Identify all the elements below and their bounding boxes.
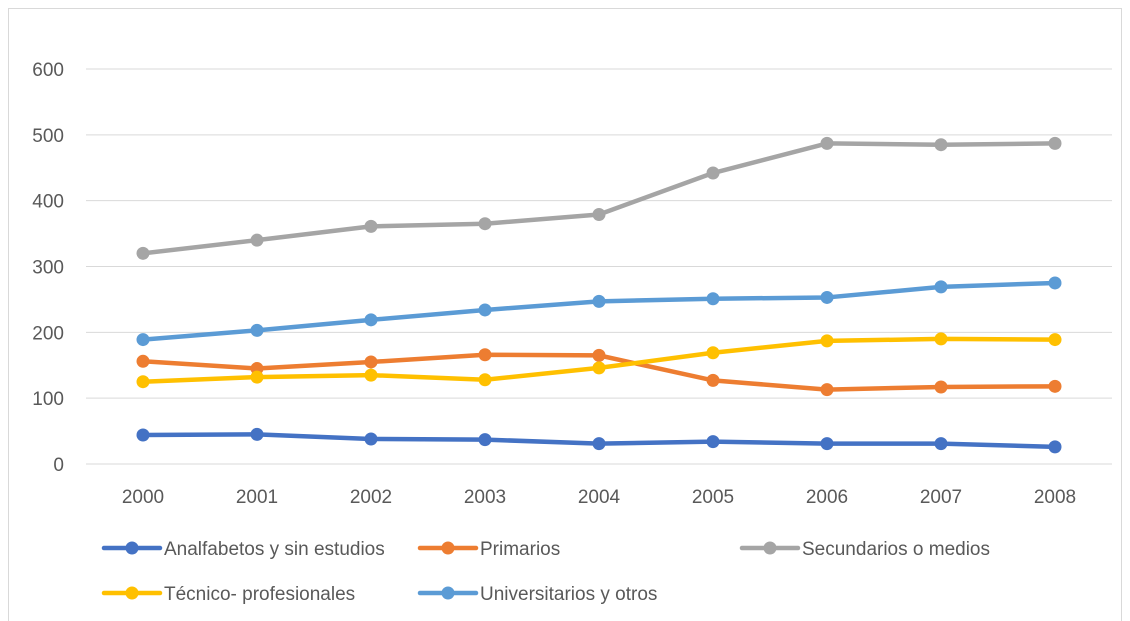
- gridlines: [86, 68, 1112, 465]
- x-tick-label: 2008: [1034, 487, 1076, 508]
- series-line: [140, 280, 1058, 342]
- x-tick-label: 2005: [692, 487, 734, 508]
- x-tick-label: 2002: [350, 487, 392, 508]
- legend-marker: [125, 586, 139, 600]
- legend: Analfabetos y sin estudios Primarios Secun…: [101, 539, 990, 605]
- data-point: [820, 290, 834, 304]
- data-point: [592, 437, 606, 451]
- series-1: [136, 348, 1062, 397]
- data-point: [136, 428, 150, 442]
- data-point: [706, 435, 720, 449]
- legend-label: Primarios: [480, 539, 560, 560]
- series-4: [136, 276, 1062, 347]
- data-point: [364, 432, 378, 446]
- data-point: [592, 361, 606, 375]
- data-point: [250, 233, 264, 247]
- data-point: [250, 370, 264, 384]
- data-point: [250, 323, 264, 337]
- data-point: [934, 437, 948, 451]
- y-tick-label: 500: [32, 126, 64, 147]
- data-point: [934, 280, 948, 294]
- series-line: [140, 141, 1058, 256]
- legend-marker: [763, 541, 777, 555]
- data-point: [706, 346, 720, 360]
- data-point: [706, 292, 720, 306]
- legend-marker: [125, 541, 139, 555]
- x-tick-label: 2001: [236, 487, 278, 508]
- y-tick-label: 300: [32, 258, 64, 279]
- series-3: [136, 332, 1062, 389]
- data-point: [250, 427, 264, 441]
- y-tick-label: 200: [32, 323, 64, 344]
- legend-label: Universitarios y otros: [480, 584, 657, 605]
- data-point: [1048, 136, 1062, 150]
- data-point: [364, 313, 378, 327]
- x-axis-ticks: 2000 2001 2002 2003 2004 2005 2006 2007 2008: [122, 487, 1076, 508]
- data-point: [820, 334, 834, 348]
- legend-item: Primarios: [417, 539, 560, 560]
- data-point: [478, 373, 492, 387]
- legend-label: Analfabetos y sin estudios: [164, 539, 385, 560]
- data-point: [820, 136, 834, 150]
- data-point: [136, 246, 150, 260]
- data-point: [592, 294, 606, 308]
- data-point: [478, 303, 492, 317]
- data-point: [478, 433, 492, 447]
- series-lines: [136, 136, 1062, 454]
- y-tick-label: 100: [32, 389, 64, 410]
- data-point: [934, 332, 948, 346]
- data-point: [136, 354, 150, 368]
- x-tick-label: 2004: [578, 487, 621, 508]
- legend-label: Técnico- profesionales: [164, 584, 355, 605]
- data-point: [934, 138, 948, 152]
- y-tick-label: 600: [32, 60, 64, 81]
- data-point: [706, 373, 720, 387]
- legend-marker: [441, 541, 455, 555]
- legend-item: Universitarios y otros: [417, 584, 657, 605]
- x-tick-label: 2007: [920, 487, 962, 508]
- legend-marker: [441, 586, 455, 600]
- data-point: [1048, 276, 1062, 290]
- data-point: [1048, 379, 1062, 393]
- data-point: [1048, 440, 1062, 454]
- data-point: [820, 437, 834, 451]
- x-tick-label: 2000: [122, 487, 164, 508]
- data-point: [592, 348, 606, 362]
- y-tick-label: 400: [32, 192, 64, 213]
- data-point: [820, 383, 834, 397]
- data-point: [136, 375, 150, 389]
- data-point: [364, 368, 378, 382]
- series-0: [136, 427, 1062, 454]
- legend-item: Técnico- profesionales: [101, 584, 355, 605]
- data-point: [136, 333, 150, 347]
- data-point: [934, 380, 948, 394]
- data-point: [478, 348, 492, 362]
- data-point: [364, 355, 378, 369]
- series-2: [136, 136, 1062, 260]
- data-point: [706, 166, 720, 180]
- data-point: [478, 217, 492, 231]
- y-tick-label: 0: [53, 455, 64, 476]
- data-point: [1048, 333, 1062, 347]
- legend-item: Secundarios o medios: [739, 539, 990, 560]
- legend-item: Analfabetos y sin estudios: [101, 539, 385, 560]
- x-tick-label: 2006: [806, 487, 848, 508]
- chart-area: [8, 8, 1122, 621]
- x-tick-label: 2003: [464, 487, 506, 508]
- legend-label: Secundarios o medios: [802, 539, 990, 560]
- data-point: [364, 219, 378, 233]
- data-point: [592, 207, 606, 221]
- y-axis-ticks: 0 100 200 300 400 500 600: [32, 60, 64, 476]
